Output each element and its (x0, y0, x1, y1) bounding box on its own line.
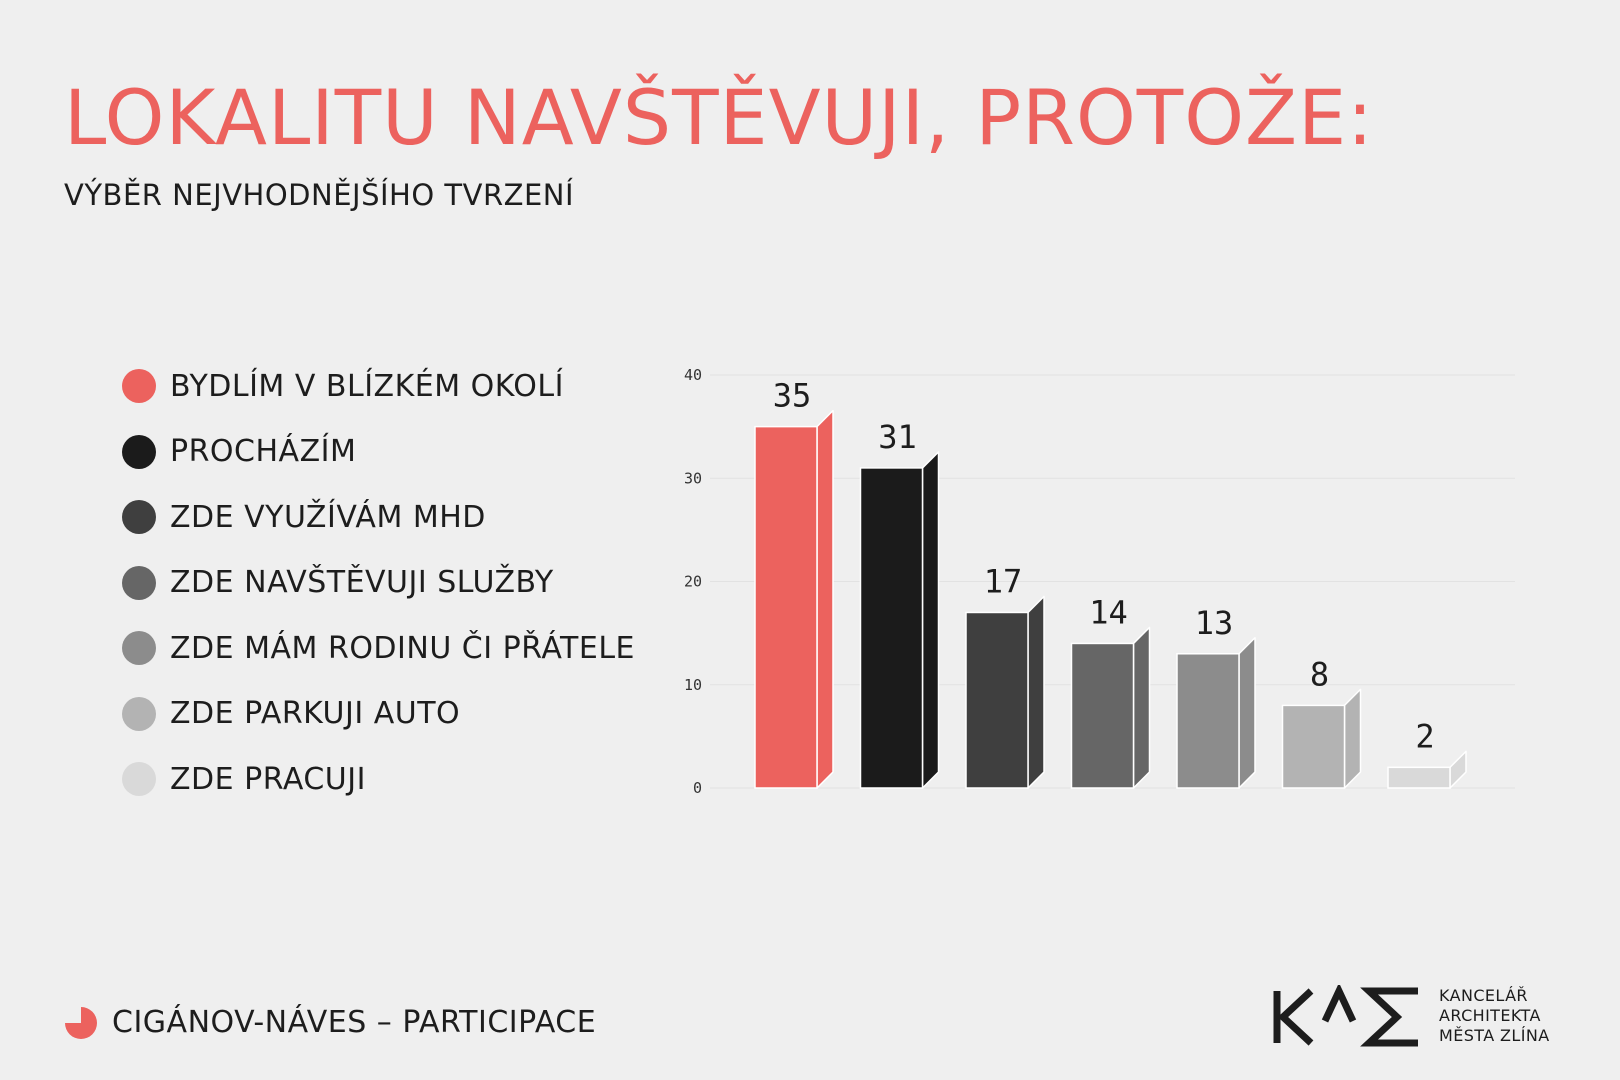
logo-line: KANCELÁŘ (1439, 986, 1528, 1005)
bar (859, 467, 924, 789)
logo-line: MĚSTA ZLÍNA (1439, 1026, 1550, 1045)
bar-value-label: 2 (1415, 717, 1434, 755)
legend-item: ZDE PARKUJI AUTO (122, 694, 642, 734)
page-subtitle: VÝBĚR NEJVHODNĚJŠÍHO TVRZENÍ (64, 178, 575, 212)
bar-value-label: 13 (1195, 604, 1234, 642)
y-tick-label: 10 (684, 676, 702, 694)
footer-label: CIGÁNOV-NÁVES – PARTICIPACE (112, 1005, 597, 1040)
y-tick-label: 20 (684, 573, 702, 591)
legend-swatch (122, 434, 156, 469)
logo-line: ARCHITEKTA (1439, 1006, 1541, 1025)
bar-value-label: 35 (773, 377, 812, 415)
legend-item: ZDE PRACUJI (122, 759, 642, 799)
y-tick-label: 30 (684, 469, 702, 487)
bar (965, 611, 1029, 789)
bar-side (1449, 750, 1467, 789)
bar-side (816, 409, 834, 789)
bar-value-label: 8 (1310, 655, 1329, 693)
bar-side (1132, 626, 1151, 789)
bar (1281, 704, 1346, 789)
legend-label: ZDE VYUŽÍVÁM MHD (170, 499, 486, 535)
bar-side (921, 451, 940, 789)
legend-swatch (122, 369, 156, 403)
logo-text: KANCELÁŘ ARCHITEKTA MĚSTA ZLÍNA (1439, 986, 1550, 1046)
legend-label: ZDE PARKUJI AUTO (170, 696, 461, 731)
bar (1176, 653, 1240, 789)
kamz-logo-mark (1273, 985, 1418, 1047)
legend-swatch (122, 696, 156, 731)
legend-swatch (122, 565, 156, 600)
bar-chart: 0 10 20 30 40 35 31 17 14 13 8 2 (684, 366, 1515, 797)
legend-label: ZDE NAVŠTĚVUJI SLUŽBY (170, 565, 554, 600)
legend-swatch (122, 500, 156, 534)
legend-label: PROCHÁZÍM (170, 434, 357, 469)
legend-item: ZDE NAVŠTĚVUJI SLUŽBY (122, 563, 642, 603)
legend-item: PROCHÁZÍM (122, 432, 642, 472)
bar-value-label: 17 (984, 562, 1023, 600)
bar-side (1343, 688, 1362, 789)
legend-item: ZDE MÁM RODINU ČI PŘÁTELE (122, 628, 642, 668)
bar-side (1238, 637, 1256, 789)
bar-side (1027, 595, 1045, 789)
bar-value-label: 14 (1089, 593, 1128, 631)
pie-chart-icon (65, 1006, 97, 1039)
footer: CIGÁNOV-NÁVES – PARTICIPACE (64, 1005, 596, 1040)
legend-swatch (122, 762, 156, 796)
legend-label: ZDE MÁM RODINU ČI PŘÁTELE (170, 630, 636, 666)
y-tick-label: 0 (693, 779, 702, 797)
bar (754, 425, 818, 789)
legend-item: ZDE VYUŽÍVÁM MHD (122, 497, 642, 537)
legend-label: ZDE PRACUJI (170, 761, 366, 797)
bar (1387, 766, 1451, 789)
y-tick-label: 40 (684, 366, 702, 384)
legend-item: BYDLÍM V BLÍZKÉM OKOLÍ (122, 366, 642, 406)
page-title: LOKALITU NAVŠTĚVUJI, PROTOŽE: (64, 73, 1374, 162)
bar (1070, 642, 1135, 789)
legend-swatch (122, 631, 156, 665)
bar-value-label: 31 (878, 418, 917, 456)
legend-label: BYDLÍM V BLÍZKÉM OKOLÍ (170, 368, 564, 404)
kamz-logo: KANCELÁŘ ARCHITEKTA MĚSTA ZLÍNA (1273, 985, 1550, 1047)
